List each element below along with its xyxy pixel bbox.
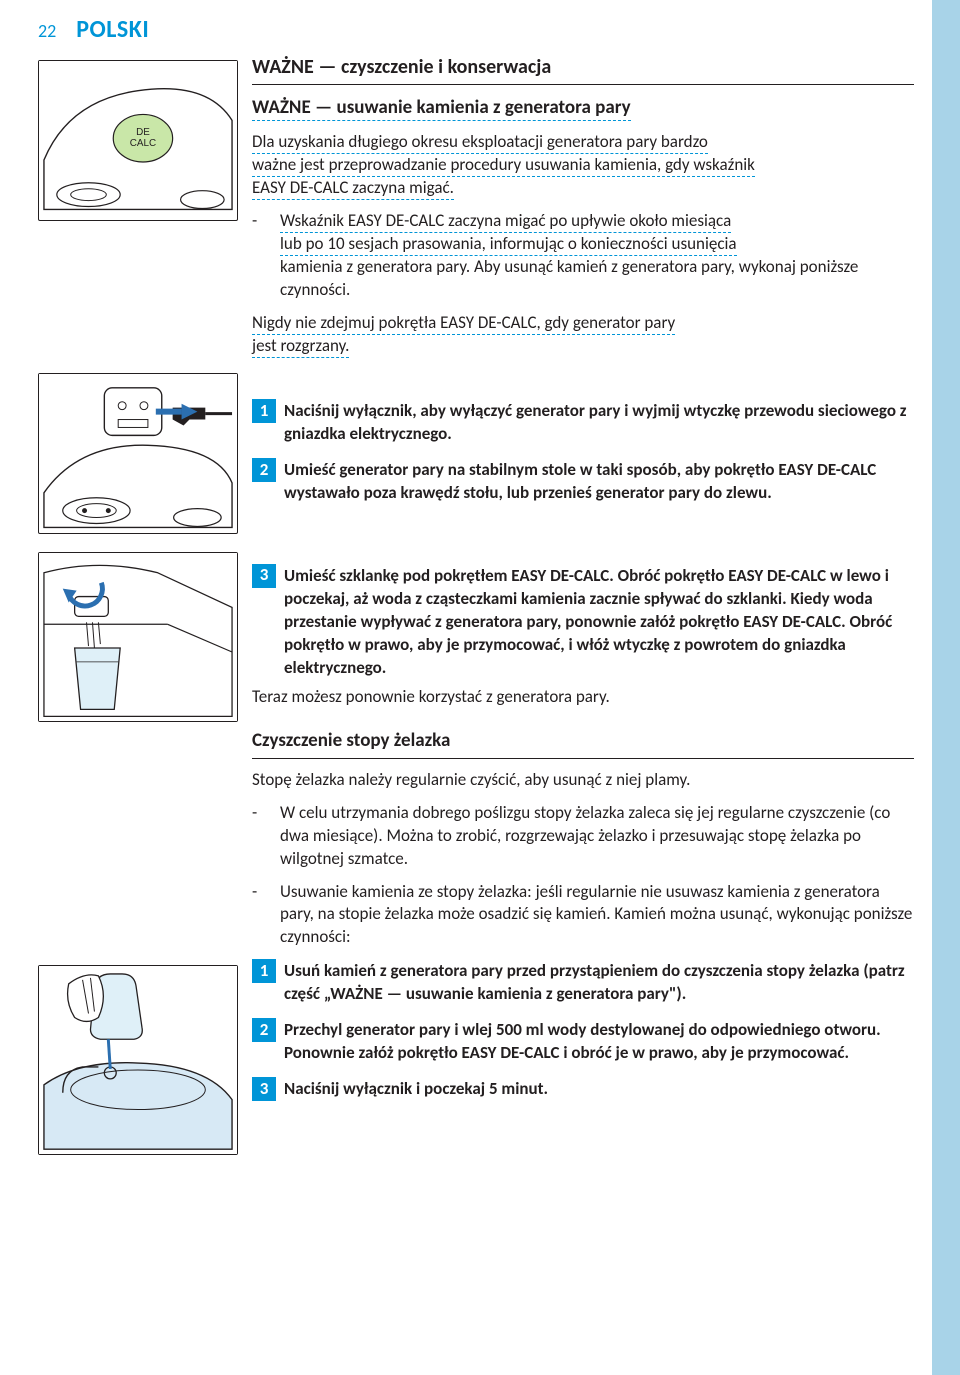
warn-line2: jest rozgrzany. xyxy=(252,335,349,358)
step-2: 2 Umieść generator pary na stabilnym sto… xyxy=(252,458,914,505)
page-header: 22 POLSKI xyxy=(0,0,960,54)
intro-line3: EASY DE-CALC zaczyna migać. xyxy=(252,177,454,200)
section-rule xyxy=(252,758,914,759)
figure-unplug xyxy=(38,373,238,533)
bullet1-line1: Wskaźnik EASY DE-CALC zaczyna migać po u… xyxy=(280,210,731,233)
soleplate-b2-text: Usuwanie kamienia ze stopy żelazka: jeśl… xyxy=(280,881,914,950)
heading-descale: WAŻNE — usuwanie kamienia z generatora p… xyxy=(252,95,914,121)
step-number-2: 2 xyxy=(252,458,276,482)
step-number-3: 3 xyxy=(252,564,276,588)
accent-bar xyxy=(932,0,960,1375)
bullet-dash-b1: - xyxy=(252,802,280,871)
warn-line1: Nigdy nie zdejmuj pokrętła EASY DE-CALC,… xyxy=(252,312,675,335)
sole-step-3-text: Naciśnij wyłącznik i poczekaj 5 minut. xyxy=(284,1077,914,1101)
sole-step-number-1: 1 xyxy=(252,959,276,983)
step-3-text: Umieść szklankę pod pokrętłem EASY DE-CA… xyxy=(284,565,892,678)
svg-text:CALC: CALC xyxy=(130,139,156,150)
step-1-text: Naciśnij wyłącznik, aby wyłączyć generat… xyxy=(284,399,914,446)
sole-step-1-text: Usuń kamień z generatora pary przed przy… xyxy=(284,959,914,1006)
intro-line2: ważne jest przeprowadzanie procedury usu… xyxy=(252,154,755,177)
step-1: 1 Naciśnij wyłącznik, aby wyłączyć gener… xyxy=(252,399,914,446)
intro-line1: Dla uzyskania długiego okresu eksploatac… xyxy=(252,131,708,154)
step-2-text: Umieść generator pary na stabilnym stole… xyxy=(284,458,914,505)
bullet1-line3: kamienia z generatora pary. Aby usunąć k… xyxy=(280,256,858,300)
sole-step-number-3: 3 xyxy=(252,1077,276,1101)
svg-text:DE: DE xyxy=(136,128,150,139)
sole-step-3: 3 Naciśnij wyłącznik i poczekaj 5 minut. xyxy=(252,1077,914,1101)
page-number: 22 xyxy=(38,19,56,43)
bullet-dash: - xyxy=(252,210,280,302)
bullet-dash-b2: - xyxy=(252,881,280,950)
figure-decalc-indicator: DE CALC xyxy=(38,60,238,220)
sole-step-2: 2 Przechyl generator pary i wlej 500 ml … xyxy=(252,1018,914,1065)
step-3: 3 Umieść szklankę pod pokrętłem EASY DE-… xyxy=(252,564,914,680)
soleplate-bullet-2: - Usuwanie kamienia ze stopy żelazka: je… xyxy=(252,881,914,950)
bullet1-line2: lub po 10 sesjach prasowania, informując… xyxy=(280,233,737,256)
sole-step-1: 1 Usuń kamień z generatora pary przed pr… xyxy=(252,959,914,1006)
step-3-tail: Teraz możesz ponownie korzystać z genera… xyxy=(252,686,914,709)
indicator-bullet: - Wskaźnik EASY DE-CALC zaczyna migać po… xyxy=(252,210,914,302)
heading-soleplate: Czyszczenie stopy żelazka xyxy=(252,728,914,754)
step-number-1: 1 xyxy=(252,399,276,423)
language-label: POLSKI xyxy=(76,14,149,46)
sole-step-2-text: Przechyl generator pary i wlej 500 ml wo… xyxy=(284,1018,914,1065)
sole-step-number-2: 2 xyxy=(252,1018,276,1042)
soleplate-bullet-1: - W celu utrzymania dobrego poślizgu sto… xyxy=(252,802,914,871)
heading-maintenance: WAŻNE — czyszczenie i konserwacja xyxy=(252,54,914,85)
heading-descale-text: WAŻNE — usuwanie kamienia z generatora p… xyxy=(252,96,631,121)
warning-paragraph: Nigdy nie zdejmuj pokrętła EASY DE-CALC,… xyxy=(252,312,914,358)
soleplate-intro: Stopę żelazka należy regularnie czyścić,… xyxy=(252,769,914,792)
figure-pour-water xyxy=(38,965,238,1155)
figure-drain-cup xyxy=(38,552,238,722)
soleplate-b1-text: W celu utrzymania dobrego poślizgu stopy… xyxy=(280,802,914,871)
intro-paragraph: Dla uzyskania długiego okresu eksploatac… xyxy=(252,131,914,200)
